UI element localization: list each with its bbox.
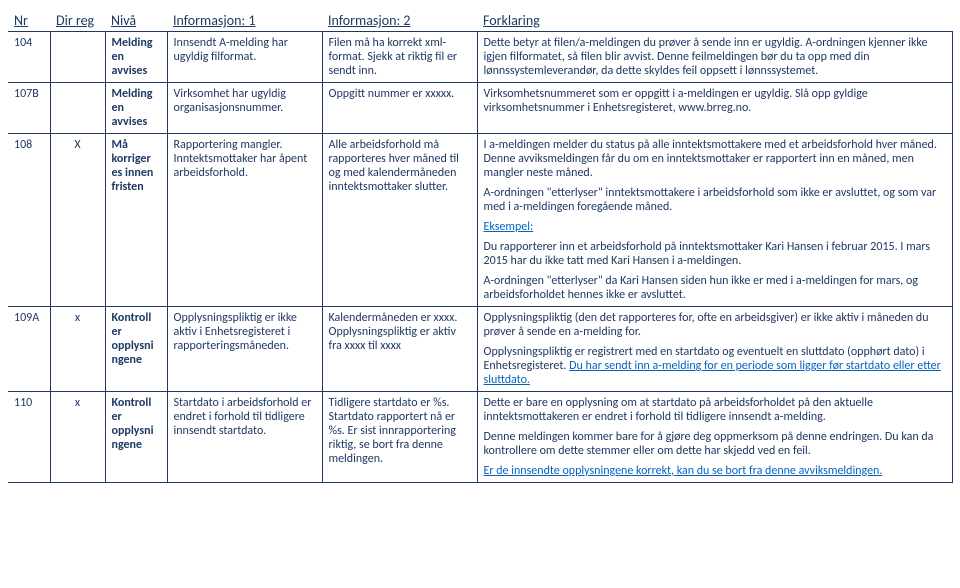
cell-info1: Virksomhet har ugyldig organisasjonsnumm…	[167, 83, 322, 134]
cell-info2: Alle arbeidsforhold må rapporteres hver …	[322, 134, 477, 307]
cell-forklaring: I a-meldingen melder du status på alle i…	[477, 134, 952, 307]
cell-info1: Startdato i arbeidsforhold er endret i f…	[167, 392, 322, 483]
cell-dir-reg: x	[50, 307, 105, 392]
cell-nr: 110	[8, 392, 50, 483]
forklaring-paragraph: I a-meldingen melder du status på alle i…	[484, 138, 946, 180]
cell-niva: Kontroll er opplysni ngene	[105, 307, 167, 392]
table-row: 109AxKontroll er opplysni ngeneOpplysnin…	[8, 307, 952, 392]
cell-nr: 107B	[8, 83, 50, 134]
forklaring-paragraph: Virksomhetsnummeret som er oppgitt i a-m…	[484, 87, 946, 115]
header-forklaring: Forklaring	[477, 8, 952, 32]
cell-nr: 109A	[8, 307, 50, 392]
cell-forklaring: Virksomhetsnummeret som er oppgitt i a-m…	[477, 83, 952, 134]
forklaring-paragraph: Er de innsendte opplysningene korrekt, k…	[484, 464, 946, 478]
cell-forklaring: Dette betyr at filen/a-meldingen du prøv…	[477, 32, 952, 83]
forklaring-paragraph: A-ordningen "etterlyser" inntektsmottake…	[484, 186, 946, 214]
cell-info2: Filen må ha korrekt xml-format. Sjekk at…	[322, 32, 477, 83]
table-row: 108XMå korriger es innen fristenRapporte…	[8, 134, 952, 307]
table-row: 104 Melding en avvisesInnsendt A-melding …	[8, 32, 952, 83]
forklaring-paragraph: Opplysningspliktig er registrert med en …	[484, 345, 946, 387]
forklaring-paragraph: Dette er bare en opplysning om at startd…	[484, 396, 946, 424]
cell-dir-reg	[50, 83, 105, 134]
cell-niva: Melding en avvises	[105, 83, 167, 134]
forklaring-paragraph: Opplysningspliktig (den det rapporteres …	[484, 311, 946, 339]
data-table: Nr Dir reg Nivå Informasjon: 1 Informasj…	[8, 8, 953, 483]
forklaring-paragraph: Du rapporterer inn et arbeidsforhold på …	[484, 240, 946, 268]
header-niva: Nivå	[105, 8, 167, 32]
cell-nr: 104	[8, 32, 50, 83]
forklaring-paragraph: Dette betyr at filen/a-meldingen du prøv…	[484, 36, 946, 78]
header-nr: Nr	[8, 8, 50, 32]
cell-niva: Må korriger es innen fristen	[105, 134, 167, 307]
cell-niva: Kontroll er opplysni ngene	[105, 392, 167, 483]
cell-dir-reg: x	[50, 392, 105, 483]
header-info2: Informasjon: 2	[322, 8, 477, 32]
header-dir-reg: Dir reg	[50, 8, 105, 32]
table-row: 107B Melding en avvisesVirksomhet har ugy…	[8, 83, 952, 134]
cell-info2: Oppgitt nummer er xxxxx.	[322, 83, 477, 134]
forklaring-paragraph: A-ordningen "etterlyser" da Kari Hansen …	[484, 274, 946, 302]
forklaring-paragraph: Eksempel:	[484, 220, 946, 234]
cell-info2: Tidligere startdato er %s. Startdato rap…	[322, 392, 477, 483]
header-info1: Informasjon: 1	[167, 8, 322, 32]
header-row: Nr Dir reg Nivå Informasjon: 1 Informasj…	[8, 8, 952, 32]
forklaring-paragraph: Denne meldingen kommer bare for å gjøre …	[484, 430, 946, 458]
cell-info2: Kalendermåneden er xxxx. Opplysningsplik…	[322, 307, 477, 392]
cell-niva: Melding en avvises	[105, 32, 167, 83]
cell-forklaring: Dette er bare en opplysning om at startd…	[477, 392, 952, 483]
cell-dir-reg: X	[50, 134, 105, 307]
cell-dir-reg	[50, 32, 105, 83]
cell-info1: Opplysningspliktig er ikke aktiv i Enhet…	[167, 307, 322, 392]
cell-nr: 108	[8, 134, 50, 307]
table-row: 110xKontroll er opplysni ngeneStartdato …	[8, 392, 952, 483]
cell-info1: Innsendt A-melding har ugyldig filformat…	[167, 32, 322, 83]
table-body: 104 Melding en avvisesInnsendt A-melding …	[8, 32, 952, 483]
cell-forklaring: Opplysningspliktig (den det rapporteres …	[477, 307, 952, 392]
cell-info1: Rapportering mangler. Inntektsmottaker h…	[167, 134, 322, 307]
